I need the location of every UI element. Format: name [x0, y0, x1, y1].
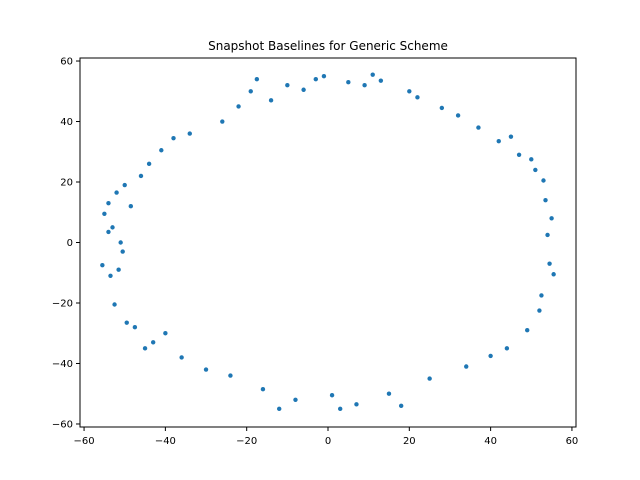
y-tick-label: 0 — [67, 238, 73, 249]
data-point — [464, 364, 469, 369]
data-point — [313, 76, 318, 82]
data-point — [254, 76, 260, 82]
data-point — [203, 367, 209, 372]
data-point — [142, 346, 148, 351]
data-point — [106, 229, 111, 235]
data-point — [110, 225, 115, 230]
data-point — [541, 178, 546, 183]
data-point — [159, 148, 164, 153]
data-point — [171, 135, 176, 141]
data-points — [100, 72, 556, 412]
y-tick-label: 40 — [60, 117, 73, 128]
data-point — [516, 152, 522, 157]
data-point — [415, 95, 420, 100]
data-point — [407, 89, 412, 94]
data-point — [321, 73, 327, 79]
chart-title: Snapshot Baselines for Generic Scheme — [208, 39, 448, 53]
data-point — [543, 197, 548, 203]
data-point — [236, 104, 241, 109]
data-point — [114, 190, 119, 195]
x-tick-label: −20 — [236, 436, 257, 447]
data-point — [370, 72, 375, 77]
x-tick-label: 40 — [484, 436, 497, 447]
data-point — [124, 320, 129, 325]
x-tick-label: −60 — [74, 436, 95, 447]
data-point — [354, 402, 359, 407]
data-point — [179, 355, 184, 360]
y-tick-label: −20 — [52, 298, 73, 309]
data-point — [455, 113, 461, 118]
data-point — [338, 406, 343, 412]
data-point — [277, 406, 282, 412]
data-point — [346, 80, 351, 85]
data-point — [301, 87, 306, 92]
data-point — [187, 131, 192, 136]
data-point — [108, 273, 113, 278]
data-point — [398, 403, 404, 409]
data-point — [533, 167, 538, 173]
y-axis: −60 −40 −20 0 20 40 60 — [52, 57, 80, 430]
data-point — [228, 373, 233, 378]
data-point — [496, 138, 501, 144]
data-point — [439, 105, 445, 111]
data-point — [248, 89, 253, 94]
data-point — [120, 249, 125, 254]
data-point — [220, 119, 225, 124]
data-point — [102, 211, 107, 216]
data-point — [386, 391, 392, 396]
data-point — [508, 134, 514, 139]
y-tick-label: 20 — [60, 178, 73, 189]
y-tick-label: −40 — [52, 359, 73, 370]
data-point — [362, 83, 367, 88]
x-tick-label: 60 — [566, 436, 579, 447]
y-tick-label: 60 — [60, 57, 73, 68]
x-tick-label: 20 — [403, 436, 416, 447]
data-point — [100, 262, 105, 268]
data-point — [112, 302, 117, 307]
data-point — [525, 328, 530, 333]
data-point — [106, 200, 111, 206]
data-point — [122, 182, 127, 188]
data-point — [163, 331, 168, 336]
x-tick-label: 0 — [325, 436, 331, 447]
y-tick-label: −60 — [52, 419, 73, 430]
data-point — [138, 173, 144, 179]
data-point — [146, 161, 152, 167]
axes-frame — [79, 57, 577, 428]
data-point — [118, 240, 123, 245]
data-point — [293, 397, 298, 402]
data-point — [537, 308, 542, 313]
data-point — [285, 83, 290, 88]
data-point — [260, 386, 266, 392]
data-point — [268, 98, 274, 103]
data-point — [539, 293, 544, 298]
data-point — [150, 340, 156, 345]
data-point — [529, 157, 534, 162]
data-point — [128, 204, 134, 209]
data-point — [488, 353, 493, 359]
data-point — [504, 346, 510, 351]
x-tick-label: −40 — [155, 436, 176, 447]
data-point — [549, 216, 554, 221]
data-point — [545, 232, 550, 238]
data-point — [476, 125, 481, 130]
data-point — [329, 393, 335, 398]
data-point — [547, 261, 552, 266]
data-point — [378, 78, 384, 83]
data-point — [427, 376, 432, 381]
data-point — [132, 324, 138, 330]
data-point — [551, 272, 556, 277]
x-axis: −60 −40 −20 0 20 40 60 — [74, 427, 579, 447]
data-point — [116, 267, 121, 272]
